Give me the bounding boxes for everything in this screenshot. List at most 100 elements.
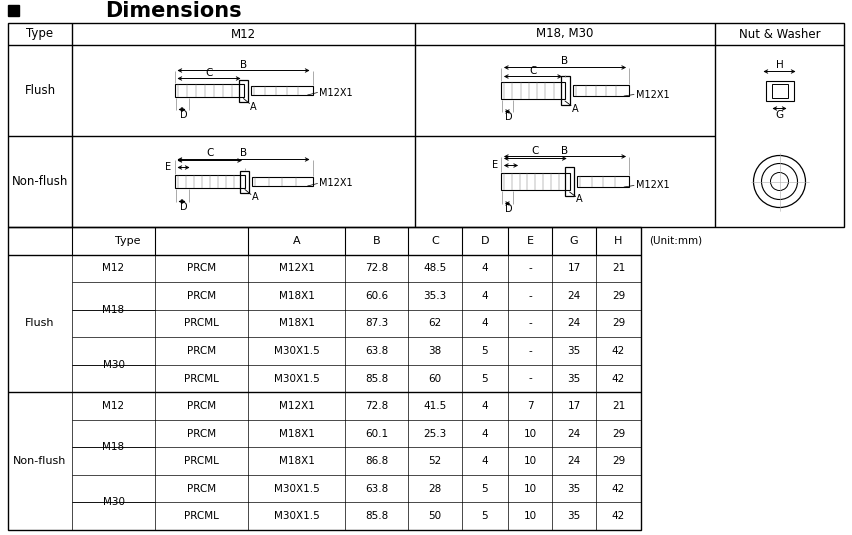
Text: M30: M30 [102,498,124,508]
Text: (Unit:mm): (Unit:mm) [649,236,702,246]
Text: 62: 62 [429,318,441,328]
Text: C: C [206,149,213,158]
Bar [8,5,19,16]
Text: 41.5: 41.5 [423,401,446,411]
Text: 10: 10 [523,456,537,466]
Bar [8,23,844,227]
Text: 4: 4 [481,318,488,328]
Text: -: - [528,291,532,301]
Text: PRCM: PRCM [187,263,216,273]
Text: C: C [205,67,213,78]
Text: M30X1.5: M30X1.5 [273,511,320,521]
Text: D: D [505,112,513,123]
Text: Type: Type [115,236,141,246]
Text: M18X1: M18X1 [279,456,314,466]
Text: 42: 42 [612,484,625,494]
Text: A: A [250,102,256,111]
Text: B: B [561,57,568,66]
Text: -: - [528,373,532,384]
Text: 52: 52 [429,456,441,466]
Text: E: E [492,159,498,170]
Text: M18: M18 [102,442,124,453]
Text: 4: 4 [481,263,488,273]
Text: 60.1: 60.1 [365,429,388,439]
Text: B: B [240,59,247,70]
Bar [765,80,793,101]
Text: 24: 24 [567,456,580,466]
Text: Dimensions: Dimensions [105,1,242,21]
Text: 42: 42 [612,346,625,356]
Text: H: H [614,236,623,246]
Text: 72.8: 72.8 [365,263,389,273]
Bar [239,80,248,102]
Text: 48.5: 48.5 [423,263,446,273]
Text: 87.3: 87.3 [365,318,389,328]
Text: 35: 35 [567,373,580,384]
Text: A: A [576,195,583,204]
Text: 10: 10 [523,484,537,494]
Text: D: D [481,236,489,246]
Text: E: E [527,236,533,246]
Text: 24: 24 [567,318,580,328]
Text: A: A [572,103,579,113]
Text: 42: 42 [612,373,625,384]
Text: 5: 5 [481,484,488,494]
Text: PRCML: PRCML [184,456,219,466]
Text: -: - [528,346,532,356]
Text: 72.8: 72.8 [365,401,389,411]
Text: M18, M30: M18, M30 [536,27,594,41]
Text: E: E [165,162,171,172]
Text: 4: 4 [481,291,488,301]
Text: C: C [529,65,537,75]
Text: 4: 4 [481,429,488,439]
Bar [565,167,574,196]
Text: 21: 21 [612,401,625,411]
Text: 50: 50 [429,511,441,521]
Text: 28: 28 [429,484,441,494]
Text: Non-flush: Non-flush [12,175,68,188]
Text: 10: 10 [523,511,537,521]
Text: M30X1.5: M30X1.5 [273,373,320,384]
Bar [175,84,244,97]
Text: PRCM: PRCM [187,401,216,411]
Text: C: C [431,236,439,246]
Text: 35: 35 [567,511,580,521]
Text: M12: M12 [102,263,124,273]
Text: -: - [528,318,532,328]
Text: PRCML: PRCML [184,318,219,328]
Text: C: C [532,147,539,157]
Text: 29: 29 [612,429,625,439]
Text: 38: 38 [429,346,441,356]
Bar [573,85,629,96]
Text: 29: 29 [612,291,625,301]
Text: PRCML: PRCML [184,373,219,384]
Text: 5: 5 [481,373,488,384]
Bar [501,173,570,190]
Text: 24: 24 [567,291,580,301]
Text: 63.8: 63.8 [365,484,389,494]
Text: M18: M18 [102,304,124,315]
Text: M12: M12 [102,401,124,411]
Bar [251,86,313,95]
Text: 4: 4 [481,456,488,466]
Text: B: B [372,236,380,246]
Text: 4: 4 [481,401,488,411]
Text: D: D [180,111,187,120]
Bar [252,177,313,186]
Text: 29: 29 [612,318,625,328]
Bar [561,76,569,105]
Text: G: G [775,110,784,119]
Text: D: D [505,204,513,215]
Text: 86.8: 86.8 [365,456,389,466]
Text: M30: M30 [102,360,124,370]
Text: 63.8: 63.8 [365,346,389,356]
Text: 35: 35 [567,346,580,356]
Text: Nut & Washer: Nut & Washer [739,27,820,41]
Text: M12X1: M12X1 [279,401,314,411]
Text: Type: Type [26,27,54,41]
Text: M30X1.5: M30X1.5 [273,484,320,494]
Text: 60: 60 [429,373,441,384]
Text: 17: 17 [567,401,580,411]
Text: M18X1: M18X1 [279,291,314,301]
Text: 25.3: 25.3 [423,429,446,439]
